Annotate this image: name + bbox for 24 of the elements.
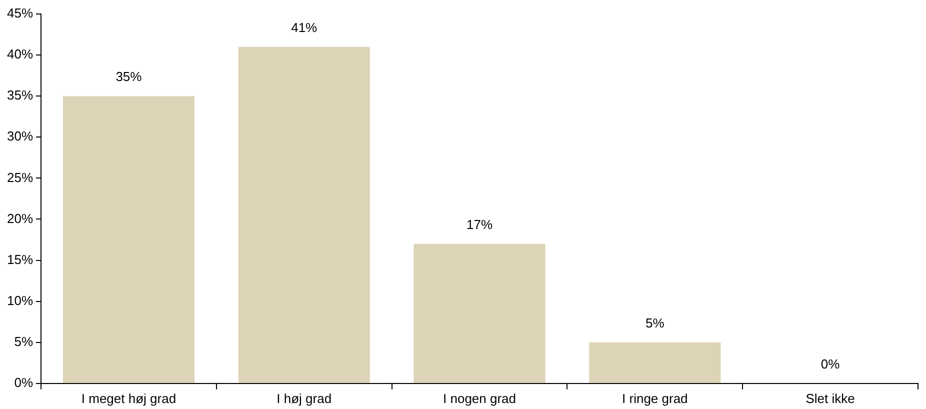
bar <box>238 46 370 383</box>
bar <box>589 342 721 383</box>
x-tick-label: I meget høj grad <box>81 390 176 406</box>
bar <box>62 96 194 383</box>
y-tick-label: 30% <box>6 128 34 144</box>
y-tick-label: 25% <box>6 170 34 185</box>
data-label: 35% <box>116 69 142 84</box>
bar <box>414 244 546 383</box>
x-tick-label: I høj grad <box>276 390 332 406</box>
y-tick-label: 5% <box>14 334 34 349</box>
y-tick-label: 0% <box>14 374 34 390</box>
x-tick-label: Slet ikke <box>806 390 855 406</box>
y-tick-label: 40% <box>6 46 34 62</box>
data-label: 0% <box>820 356 840 372</box>
y-tick-label: 20% <box>6 210 34 226</box>
data-label: 17% <box>466 216 493 232</box>
data-label: 41% <box>291 20 318 35</box>
y-tick-label: 35% <box>6 88 34 103</box>
y-tick-label: 10% <box>6 292 34 308</box>
data-label: 5% <box>646 315 665 330</box>
y-tick-label: 45% <box>6 6 34 21</box>
x-tick-label: I nogen grad <box>443 390 516 406</box>
y-tick-label: 15% <box>6 252 34 267</box>
x-tick-label: I ringe grad <box>622 390 688 406</box>
